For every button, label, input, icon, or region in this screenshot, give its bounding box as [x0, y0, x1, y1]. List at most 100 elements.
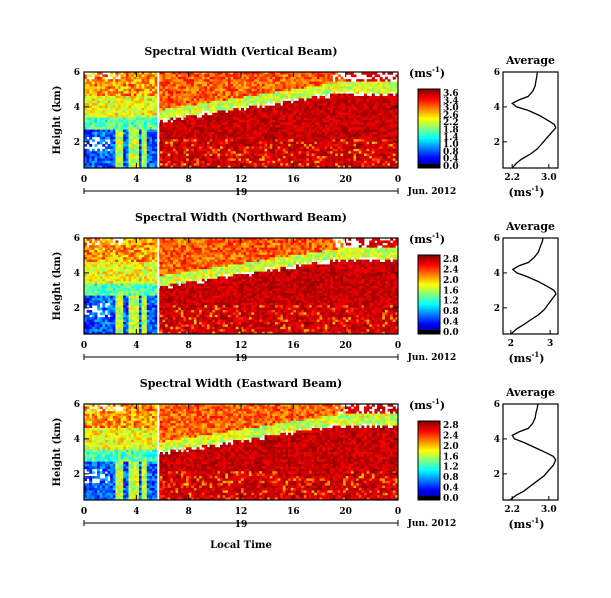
heatmap-cell [272, 129, 276, 133]
heatmap-cell [86, 158, 90, 162]
heatmap-cell [188, 98, 192, 102]
heatmap-cell [337, 86, 341, 90]
heatmap-cell [199, 81, 203, 85]
heatmap-cell [167, 91, 171, 94]
heatmap-cell [206, 86, 210, 90]
heatmap-cell [123, 124, 127, 128]
heatmap-cell [311, 103, 315, 106]
heatmap-cell [178, 163, 182, 166]
heatmap-cell [348, 141, 352, 145]
heatmap-cell [382, 156, 386, 159]
heatmap-cell [149, 105, 153, 109]
heatmap-cell [366, 151, 370, 154]
heatmap-cell [340, 103, 344, 106]
heatmap-cell [384, 122, 388, 126]
heatmap-cell [165, 76, 169, 80]
heatmap-cell [275, 93, 278, 97]
heatmap-cell [285, 165, 289, 169]
heatmap-cell [343, 158, 347, 162]
heatmap-cell [241, 160, 244, 164]
heatmap-cell [382, 122, 386, 126]
y-tick-label: 2 [74, 138, 80, 148]
heatmap-cell [332, 100, 336, 104]
heatmap-cell [136, 76, 140, 80]
heatmap-cell [104, 103, 108, 106]
heatmap-cell [89, 240, 93, 244]
colorbar-segment [418, 90, 440, 93]
heatmap-cell [374, 108, 378, 111]
heatmap-cell [337, 156, 341, 159]
heatmap-cell [264, 122, 268, 126]
heatmap-cell [374, 160, 378, 164]
heatmap-cell [152, 103, 155, 106]
heatmap-cell [162, 105, 166, 109]
heatmap-cell [99, 250, 103, 253]
heatmap-cell [382, 100, 386, 104]
heatmap-cell [272, 115, 276, 118]
heatmap-cell [128, 127, 132, 130]
heatmap-cell [183, 122, 187, 126]
heatmap-cell [172, 108, 176, 111]
heatmap-cell [191, 93, 195, 97]
heatmap-cell [128, 144, 132, 147]
heatmap-cell [227, 148, 231, 152]
heatmap-cell [84, 317, 87, 320]
heatmap-cell [104, 81, 108, 85]
heatmap-cell [99, 307, 103, 311]
heatmap-cell [335, 144, 339, 147]
heatmap-cell [248, 105, 252, 109]
heatmap-cell [89, 269, 93, 272]
heatmap-cell [358, 86, 362, 90]
heatmap-cell [267, 139, 271, 142]
heatmap-cell [350, 144, 354, 147]
heatmap-cell [280, 93, 284, 97]
heatmap-cell [136, 165, 140, 169]
heatmap-cell [366, 146, 370, 150]
heatmap-cell [298, 163, 302, 166]
heatmap-cell [272, 124, 276, 128]
heatmap-cell [306, 72, 310, 75]
heatmap-cell [183, 144, 187, 147]
heatmap-cell [264, 93, 268, 97]
heatmap-cell [212, 88, 216, 92]
heatmap-cell [131, 146, 135, 150]
heatmap-cell [154, 110, 158, 114]
heatmap-cell [99, 160, 103, 164]
heatmap-cell [178, 120, 182, 123]
heatmap-cell [254, 76, 258, 80]
heatmap-cell [180, 127, 184, 130]
heatmap-cell [199, 163, 203, 166]
heatmap-cell [337, 74, 341, 78]
heatmap-cell [335, 110, 339, 114]
heatmap-cell [175, 79, 179, 82]
heatmap-cell [264, 96, 268, 99]
heatmap-cell [99, 158, 103, 162]
heatmap-cell [377, 98, 381, 102]
heatmap-cell [212, 127, 216, 130]
heatmap-cell [387, 72, 391, 75]
heatmap-cell [282, 151, 286, 154]
heatmap-cell [233, 141, 237, 145]
heatmap-cell [374, 151, 378, 154]
heatmap-cell [201, 76, 205, 80]
heatmap-cell [220, 117, 224, 121]
heatmap-cell [256, 124, 260, 128]
heatmap-cell [104, 134, 108, 138]
heatmap-cell [369, 74, 373, 78]
heatmap-cell [275, 115, 278, 118]
heatmap-cell [94, 151, 98, 154]
colorbar-segment [418, 128, 440, 131]
heatmap-cell [209, 132, 213, 135]
heatmap-cell [102, 122, 106, 126]
heatmap-cell [288, 122, 292, 126]
heatmap-cell [183, 151, 187, 154]
heatmap-cell [99, 122, 103, 126]
heatmap-cell [120, 127, 124, 130]
heatmap-cell [392, 134, 396, 138]
heatmap-cell [136, 132, 140, 135]
heatmap-cell [144, 127, 148, 130]
heatmap-cell [340, 122, 344, 126]
heatmap-cell [146, 132, 150, 135]
heatmap-cell [99, 312, 103, 316]
heatmap-cell [272, 153, 276, 157]
